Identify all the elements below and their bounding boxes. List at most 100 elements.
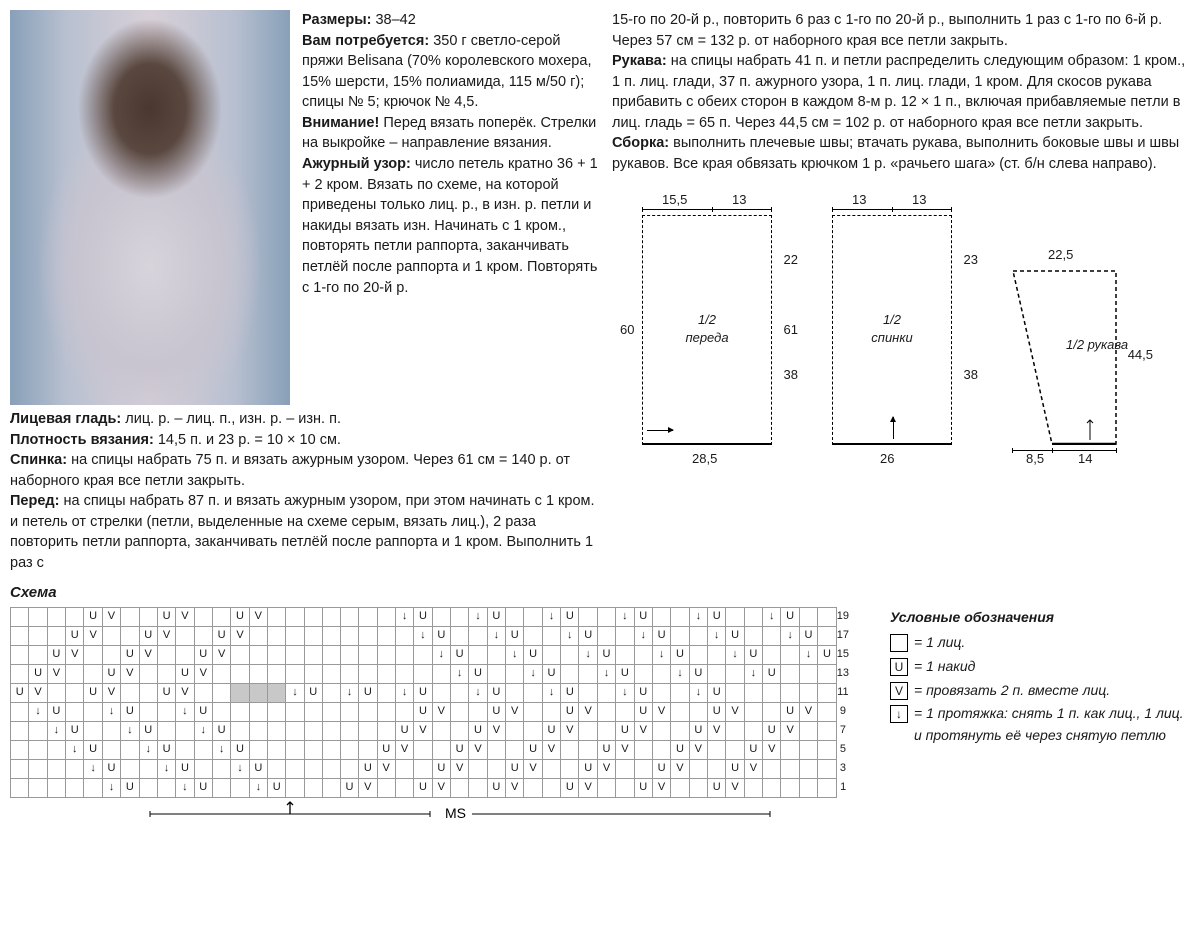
chart-cell — [139, 664, 157, 683]
chart-cell — [506, 740, 524, 759]
chart-cell — [157, 702, 175, 721]
chart-cell: V — [47, 664, 65, 683]
chart-cell — [616, 759, 634, 778]
chart-cell — [304, 664, 322, 683]
top-section: Размеры: 38–42 Вам потребуется: 350 г св… — [10, 10, 1189, 574]
materials-label: Вам потребуется: — [302, 33, 429, 49]
dim-tick — [951, 207, 952, 212]
chart-cell — [359, 664, 377, 683]
chart-cell: ↓ — [340, 683, 358, 702]
chart-cell — [763, 683, 781, 702]
chart-cell — [469, 626, 487, 645]
chart-cell: U — [652, 626, 670, 645]
chart-cell — [249, 740, 267, 759]
chart-cell: U — [561, 702, 579, 721]
legend-text: = 1 протяжка: снять 1 п. как лиц., 1 лиц… — [914, 703, 1189, 746]
chart-cell: ↓ — [708, 626, 726, 645]
chart-cell — [304, 740, 322, 759]
chart-cell: V — [176, 683, 194, 702]
chart-cell: U — [561, 607, 579, 626]
chart-cell — [506, 721, 524, 740]
chart-cell — [579, 740, 597, 759]
chart-cell — [11, 626, 29, 645]
chart-cell: U — [506, 626, 524, 645]
chart-cell — [708, 664, 726, 683]
chart-cell: U — [359, 683, 377, 702]
gauge-label: Плотность вязания: — [10, 432, 154, 448]
row-number: 3 — [836, 759, 849, 778]
chart-cell: V — [708, 721, 726, 740]
chart-cell: U — [616, 721, 634, 740]
chart-cell — [212, 607, 230, 626]
legend-symbol: ↓ — [890, 705, 908, 723]
chart-cell — [66, 607, 84, 626]
chart-cell — [450, 778, 468, 797]
sleeve-shape — [1012, 270, 1117, 445]
chart-cell: V — [194, 664, 212, 683]
chart-cell: ↓ — [616, 607, 634, 626]
chart-cell — [304, 721, 322, 740]
assembly-label: Сборка: — [612, 135, 669, 151]
chart-cell — [671, 683, 689, 702]
chart-cell — [818, 759, 837, 778]
chart-cell — [487, 759, 505, 778]
chart-cell — [66, 702, 84, 721]
chart-cell — [818, 740, 837, 759]
row-number: 17 — [836, 626, 849, 645]
dim-top: 22,5 — [1048, 246, 1073, 264]
chart-cell: ↓ — [634, 626, 652, 645]
chart-cell — [432, 721, 450, 740]
dim-bottom: 28,5 — [692, 450, 717, 468]
row-number: 1 — [836, 778, 849, 797]
chart-cell: U — [47, 645, 65, 664]
dim-r1: 23 — [964, 251, 978, 269]
chart-cell — [708, 645, 726, 664]
chart-cell — [781, 645, 799, 664]
chart-cell — [249, 626, 267, 645]
chart-cell — [340, 702, 358, 721]
chart-cell: U — [524, 645, 542, 664]
sleeves-label: Рукава: — [612, 53, 667, 69]
chart-cell — [231, 702, 249, 721]
chart-cell — [11, 664, 29, 683]
chart-cell — [726, 664, 744, 683]
legend-text: = 1 накид — [914, 656, 1189, 678]
chart-cell — [524, 683, 542, 702]
chart-cell — [84, 645, 102, 664]
chart-cell — [818, 607, 837, 626]
diagram-sleeve: 22,5 44,5 1/2 рукава 8,5 14 — [1008, 246, 1149, 469]
chart-cell: V — [29, 683, 47, 702]
chart-cell — [47, 607, 65, 626]
chart-cell — [377, 721, 395, 740]
chart-cell — [66, 759, 84, 778]
chart-cell: U — [561, 683, 579, 702]
chart-cell: ↓ — [542, 607, 560, 626]
chart-cell — [652, 740, 670, 759]
chart-cell: U — [487, 702, 505, 721]
chart-cell — [726, 607, 744, 626]
chart-cell — [286, 759, 304, 778]
chart-cell: ↓ — [84, 759, 102, 778]
chart-cell: V — [469, 740, 487, 759]
chart-cell: ↓ — [524, 664, 542, 683]
chart-cell — [377, 607, 395, 626]
chart-cell — [414, 740, 432, 759]
chart-cell — [763, 626, 781, 645]
chart-cell — [304, 626, 322, 645]
chart-cell — [84, 721, 102, 740]
chart-cell — [157, 645, 175, 664]
chart-cell: ↓ — [395, 607, 413, 626]
chart-cell: U — [176, 759, 194, 778]
chart-cell: U — [579, 626, 597, 645]
chart-cell — [506, 607, 524, 626]
chart-cell: U — [176, 664, 194, 683]
chart-cell — [249, 645, 267, 664]
chart-cell — [524, 721, 542, 740]
row-number: 9 — [836, 702, 849, 721]
legend-row: U= 1 накид — [890, 656, 1189, 678]
chart-cell — [395, 645, 413, 664]
dim-r2: 38 — [964, 366, 978, 384]
chart-cell — [322, 664, 340, 683]
dim-r3: 38 — [784, 366, 798, 384]
chart-cell — [781, 759, 799, 778]
